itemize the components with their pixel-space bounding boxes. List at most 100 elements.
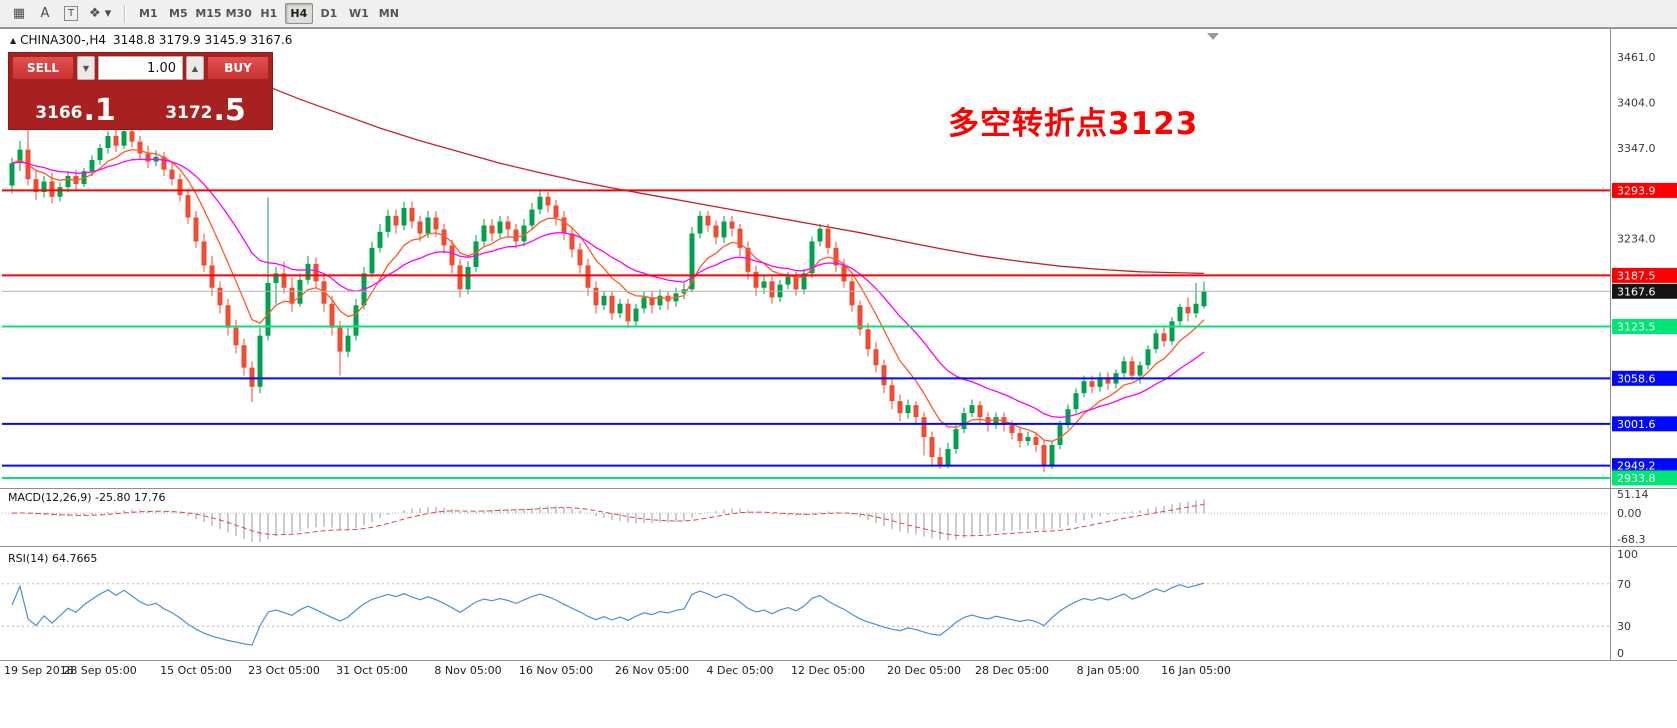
sell-price-fraction: .1 (83, 92, 116, 128)
candle-body (305, 263, 311, 280)
macd-axis-label: -68.3 (1617, 533, 1645, 546)
candle-body (33, 179, 39, 192)
candle-body (9, 163, 15, 186)
text-tool-icon[interactable]: T (58, 3, 84, 25)
rsi-axis-label: 70 (1617, 578, 1631, 591)
candle-body (1025, 437, 1031, 442)
level-lines-layer: 3293.9 3187.5 3167.6 3123.5 3058.6 3001.6 2949… (2, 182, 1677, 486)
buy-price[interactable]: 3172 .5 (142, 83, 269, 126)
objects-dropdown-icon[interactable]: ❖ ▾ (89, 6, 112, 21)
candle-body (689, 233, 695, 290)
candle-body (705, 215, 711, 226)
candle-body (497, 221, 503, 234)
time-axis-label: 8 Jan 05:00 (1077, 664, 1140, 677)
candle-body (1105, 377, 1111, 384)
candle-body (849, 281, 855, 306)
candle-body (137, 141, 143, 154)
candle-body (825, 228, 831, 248)
candle-body (1145, 349, 1151, 366)
macd-label: MACD(12,26,9) -25.80 17.76 (8, 491, 166, 504)
rsi-axis-label: 0 (1617, 647, 1624, 660)
candle-body (473, 241, 479, 268)
candle-body (441, 229, 447, 246)
timeframe-button-m5[interactable]: M5 (169, 7, 188, 20)
candle-body (945, 449, 951, 466)
candle-body (1129, 361, 1135, 376)
candle-body (601, 295, 607, 306)
candle-body (889, 385, 895, 402)
candle-body (321, 281, 327, 304)
candle-body (793, 276, 799, 290)
timeframe-button-m1[interactable]: M1 (139, 7, 158, 20)
candle-body (377, 231, 383, 248)
price-axis-label: 3234.0 (1617, 232, 1656, 245)
volume-input[interactable] (98, 56, 183, 80)
candle-body (953, 429, 959, 450)
price-badge (1612, 416, 1677, 432)
volume-increase-button[interactable]: ▲ (186, 56, 204, 80)
candle-body (225, 305, 231, 328)
candles-layer (9, 107, 1207, 473)
volume-dropdown-button[interactable]: ▼ (77, 56, 95, 80)
sell-price[interactable]: 3166 .1 (12, 83, 139, 126)
candle-body (241, 345, 247, 368)
timeframe-button-mn[interactable]: MN (378, 7, 399, 20)
chart-templates-icon[interactable]: ▦ (12, 6, 26, 21)
candle-body (505, 221, 511, 230)
symbol-marker-icon: ▲ (10, 36, 17, 45)
price-axis[interactable]: 3461.0 3404.0 3347.0 3234.0 (1617, 51, 1656, 245)
candle-body (113, 136, 119, 146)
candle-body (1033, 437, 1039, 446)
candle-body (369, 247, 375, 274)
candle-body (1137, 365, 1143, 376)
text-style-icon[interactable]: A (40, 6, 50, 21)
timeframe-button-m15[interactable]: M15 (195, 7, 222, 20)
candle-body (89, 160, 95, 172)
candle-body (1089, 381, 1095, 387)
candle-body (921, 417, 927, 438)
macd-signal-line (11, 503, 1205, 537)
candle-body (185, 195, 191, 218)
candle-body (593, 287, 599, 306)
candle-body (401, 207, 407, 226)
timeframe-button-m30[interactable]: M30 (225, 7, 252, 20)
macd-panel[interactable]: MACD(12,26,9) -25.80 17.76 51.14 0.00 -68.3 (2, 488, 1649, 546)
candle-body (977, 405, 983, 418)
candle-body (745, 247, 751, 272)
price-axis-label: 3461.0 (1617, 51, 1656, 64)
timeframe-button-h1[interactable]: H1 (260, 7, 278, 20)
timeframe-button-w1[interactable]: W1 (348, 7, 369, 20)
time-axis-label: 26 Nov 05:00 (615, 664, 689, 677)
candle-body (569, 233, 575, 250)
candle-body (265, 282, 271, 336)
candle-body (841, 265, 847, 282)
candle-body (481, 225, 487, 242)
candle-body (145, 153, 151, 162)
candle-body (1057, 425, 1063, 446)
timeframe-button-d1[interactable]: D1 (320, 7, 338, 20)
buy-button[interactable]: BUY (207, 56, 269, 80)
timeframe-button-h4[interactable]: H4 (284, 3, 313, 24)
candle-body (857, 305, 863, 330)
chart-shift-marker[interactable] (1207, 33, 1219, 40)
candle-body (1041, 445, 1047, 466)
buy-price-fraction: .5 (213, 92, 246, 128)
candle-body (97, 148, 103, 161)
trade-prices-row: 3166 .1 3172 .5 (12, 83, 269, 126)
price-badge-label: 3058.6 (1617, 372, 1656, 385)
sell-button[interactable]: SELL (12, 56, 74, 80)
candle-body (1097, 377, 1103, 387)
rsi-axis-label: 30 (1617, 620, 1631, 633)
price-badge-label: 3123.5 (1617, 320, 1656, 333)
candle-body (865, 329, 871, 350)
price-axis-label: 3347.0 (1617, 142, 1656, 155)
candle-body (753, 271, 759, 288)
rsi-panel[interactable]: RSI(14) 64.7665 100 70 30 0 (2, 548, 1638, 660)
time-axis-label: 28 Dec 05:00 (975, 664, 1049, 677)
candle-body (641, 297, 647, 309)
candle-body (161, 156, 167, 170)
candle-body (41, 181, 47, 192)
candle-body (769, 281, 775, 298)
